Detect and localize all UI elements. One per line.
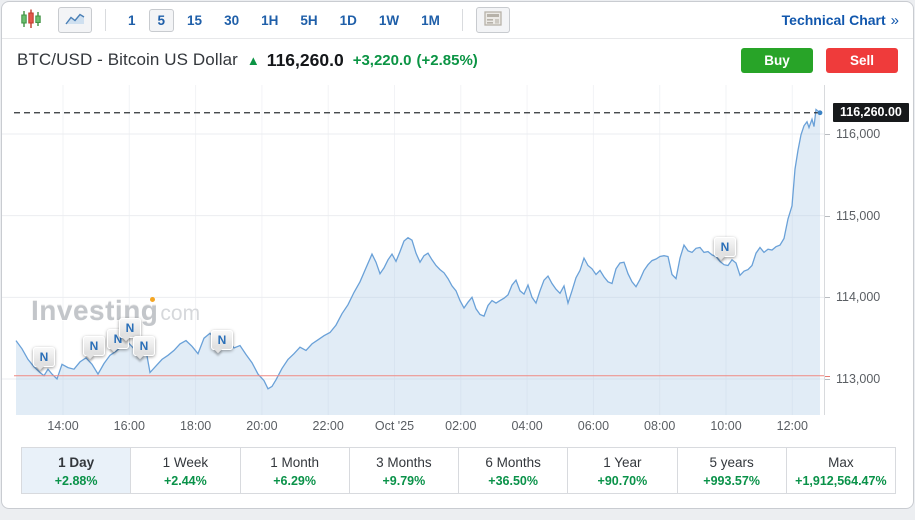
tab-change-percent: +9.79% <box>382 474 426 488</box>
instrument-name: BTC/USD - Bitcoin US Dollar <box>17 50 238 69</box>
interval-1[interactable]: 1 <box>128 12 136 28</box>
x-axis-label: 16:00 <box>113 419 145 433</box>
tab-label: 6 Months <box>485 455 541 470</box>
tab-label: 1 Month <box>270 455 320 470</box>
tab-max[interactable]: Max +1,912,564.47% <box>787 448 895 493</box>
tab-3-months[interactable]: 3 Months +9.79% <box>350 448 459 493</box>
x-axis-label: 20:00 <box>246 419 278 433</box>
price-area-fill <box>16 109 820 415</box>
y-axis-label: 116,000 <box>836 127 881 141</box>
x-axis-label: 04:00 <box>511 419 543 433</box>
technical-chart-label: Technical Chart <box>781 12 886 28</box>
interval-1m[interactable]: 1M <box>421 12 440 28</box>
news-marker[interactable]: N <box>714 237 736 257</box>
x-axis-label: Oct '25 <box>374 419 415 433</box>
y-axis-tick <box>825 215 830 217</box>
tab-change-percent: +6.29% <box>273 474 316 488</box>
x-axis-label: 14:00 <box>47 419 79 433</box>
tab-change-percent: +2.88% <box>54 474 98 488</box>
period-tabs: 1 Day +2.88% 1 Week +2.44% 1 Month +6.29% 3 Mo… <box>21 447 896 494</box>
tab-change-percent: +1,912,564.47% <box>795 474 887 488</box>
x-axis-label: 12:00 <box>776 419 808 433</box>
tab-6-months[interactable]: 6 Months +36.50% <box>459 448 569 493</box>
line-chart-button[interactable] <box>58 7 92 33</box>
interval-1d[interactable]: 1D <box>339 12 357 28</box>
y-axis-tick <box>825 297 830 299</box>
news-panel-icon <box>484 11 502 29</box>
x-axis-label: 02:00 <box>445 419 477 433</box>
area-chart-icon <box>65 11 85 29</box>
interval-15[interactable]: 15 <box>187 12 203 28</box>
price-change-percent: (+2.85%) <box>416 51 478 69</box>
tab-label: 5 years <box>709 455 754 470</box>
price-up-arrow-icon: ▲ <box>246 52 260 68</box>
toolbar-divider <box>105 9 106 31</box>
news-marker[interactable]: N <box>33 347 55 367</box>
candlestick-icon <box>20 8 42 33</box>
last-price: 116,260.0 <box>266 49 344 70</box>
y-axis-label: 115,000 <box>836 208 881 223</box>
tab-change-percent: +2.44% <box>164 474 207 488</box>
technical-chart-link[interactable]: Technical Chart » <box>782 12 899 29</box>
toolbar-divider <box>461 9 463 31</box>
interval-5[interactable]: 5 <box>148 8 175 32</box>
interval-1h[interactable]: 1H <box>261 12 279 28</box>
tab-1-week[interactable]: 1 Week +2.44% <box>131 448 241 493</box>
chart-toolbar: 1 5 15 30 1H 5H 1D 1W 1M Technical Chart » <box>2 2 913 39</box>
interval-list: 1 5 15 30 1H 5H 1D 1W 1M <box>119 8 449 32</box>
tab-change-percent: +36.50% <box>488 474 538 488</box>
chart-widget-card: 1 5 15 30 1H 5H 1D 1W 1M Technical Chart » BTC/U… <box>1 1 914 509</box>
buy-button[interactable]: Buy <box>741 47 813 73</box>
tab-change-percent: +90.70% <box>597 474 648 488</box>
interval-1w[interactable]: 1W <box>378 12 400 28</box>
y-axis-label: 113,000 <box>836 372 881 386</box>
previous-close-tick <box>825 375 830 377</box>
news-marker[interactable]: N <box>211 330 233 350</box>
interval-30[interactable]: 30 <box>224 12 240 28</box>
current-price-badge: 116,260.00 <box>833 103 909 123</box>
news-panel-button[interactable] <box>475 7 510 33</box>
last-point-marker <box>817 110 823 116</box>
price-line <box>15 108 821 390</box>
tab-label: 1 Year <box>603 455 642 470</box>
x-axis: 14:00 16:00 18:00 20:00 22:00 Oct '25 02:00 04:… <box>2 415 824 437</box>
news-marker[interactable]: N <box>133 336 155 356</box>
tab-1-year[interactable]: 1 Year +90.70% <box>568 448 678 493</box>
chevron-right-icon: » <box>890 11 899 29</box>
y-axis-tick <box>825 379 830 380</box>
tab-label: 3 Months <box>376 455 432 470</box>
sell-button[interactable]: Sell <box>826 47 898 73</box>
tab-change-percent: +993.57% <box>703 474 760 488</box>
x-axis-label: 18:00 <box>179 419 212 433</box>
x-axis-label: 08:00 <box>644 419 676 433</box>
price-plot[interactable] <box>2 85 824 415</box>
x-axis-label: 10:00 <box>710 419 742 433</box>
x-axis-label: 06:00 <box>577 419 610 433</box>
tab-1-day[interactable]: 1 Day +2.88% <box>22 448 132 493</box>
price-change: +3,220.0 <box>352 51 412 69</box>
y-axis-label: 114,000 <box>836 290 881 305</box>
tab-label: 1 Day <box>58 455 95 470</box>
tab-5-years[interactable]: 5 years +993.57% <box>678 448 787 493</box>
y-axis-tick <box>825 134 830 135</box>
interval-5h[interactable]: 5H <box>300 12 318 28</box>
tab-1-month[interactable]: 1 Month +6.29% <box>241 448 350 493</box>
tab-label: 1 Week <box>162 455 209 470</box>
tab-label: Max <box>828 455 854 470</box>
candlestick-chart-button[interactable] <box>16 7 46 33</box>
x-axis-label: 22:00 <box>312 419 344 433</box>
news-marker[interactable]: N <box>83 336 105 356</box>
y-axis: 116,260.00 116,000 115,000 114,000 113,000 <box>824 85 913 415</box>
news-marker[interactable]: N <box>119 318 141 338</box>
instrument-header: BTC/USD - Bitcoin US Dollar ▲ 116,260.0 … <box>2 39 913 81</box>
